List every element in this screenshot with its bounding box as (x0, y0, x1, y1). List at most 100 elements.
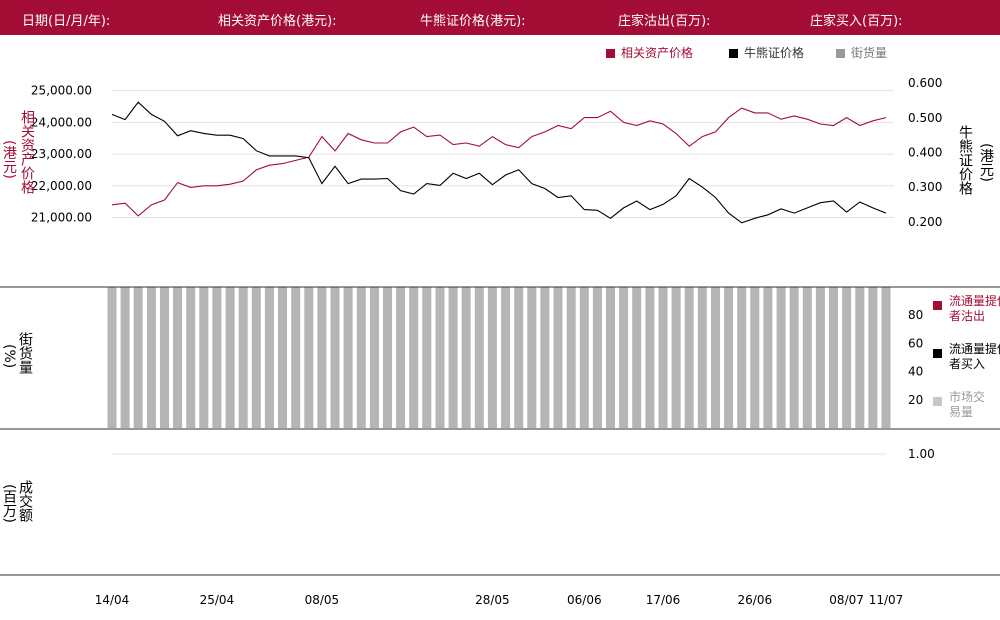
outstanding-bar (409, 287, 419, 428)
outstanding-bar (120, 287, 130, 428)
date-label: 日期(日/月/年): (22, 14, 111, 29)
asset-price-point (347, 132, 350, 135)
asset-price-point (294, 159, 297, 162)
left-tick-label: 23,000.00 (31, 147, 92, 161)
outstanding-bar (645, 287, 655, 428)
asset-price-point (858, 124, 861, 127)
cbbc-price-point (570, 194, 573, 197)
asset-price-point (333, 149, 336, 152)
outstanding-bar (711, 287, 720, 428)
outstanding-axis-unit: (%) (1, 344, 17, 369)
outstanding-bar (487, 287, 497, 428)
asset-price-point (845, 116, 848, 119)
asset-price-point (727, 116, 730, 119)
right-tick-label: 0.400 (908, 145, 942, 159)
asset-price-point (530, 135, 533, 138)
outstanding-bar (238, 287, 248, 428)
cbbc-price-point (307, 156, 310, 159)
cbbc-price-line (111, 101, 887, 224)
asset-price-point (163, 198, 166, 201)
outstanding-bar (776, 287, 786, 428)
outstanding-bar (199, 287, 209, 428)
x-tick-label: 08/07 (829, 593, 864, 607)
x-tick-label: 25/04 (200, 593, 235, 607)
outstanding-bar (632, 287, 642, 428)
cbbc-price-point (556, 196, 559, 199)
cbbc-price-point (438, 184, 441, 187)
cbbc-price-point (150, 113, 153, 116)
outstanding-bar (133, 287, 143, 428)
asset-price-point (648, 119, 651, 122)
x-tick-label: 14/04 (95, 593, 130, 607)
asset-price-point (229, 183, 232, 186)
cbbc-price-point (412, 192, 415, 195)
cbbc-price-point (596, 209, 599, 212)
outstanding-bar (146, 287, 156, 428)
left-tick-label: 25,000.00 (31, 84, 92, 98)
outstanding-bar (553, 287, 563, 428)
cbbc-price-point (766, 213, 769, 216)
outstanding-bar (855, 287, 865, 428)
cbbc-price-point (845, 211, 848, 214)
cbbc-price-point (858, 200, 861, 203)
outstanding-bar (579, 287, 589, 428)
outstanding-bar (160, 287, 169, 428)
cbbc-price-point (675, 194, 678, 197)
asset-price-point (570, 127, 573, 130)
left-axis-title: 相关资产价格 (19, 110, 35, 194)
asset-price-point (832, 124, 835, 127)
legend-asset-text: 相关资产价格 (621, 46, 694, 60)
asset-price-point (740, 107, 743, 110)
asset-price-point (780, 118, 783, 121)
asset-price-point (110, 203, 113, 206)
asset-price-point (753, 111, 756, 114)
outstanding-tick-label: 60 (908, 336, 923, 350)
outstanding-bars (107, 287, 891, 428)
outstanding-bar (842, 287, 852, 428)
legend-outstanding-swatch (836, 49, 845, 58)
cbbc-price-point (753, 217, 756, 220)
outstanding-bar (566, 287, 576, 428)
outstanding-bar (697, 287, 707, 428)
outstanding-bar (592, 287, 602, 428)
cbbc-price-point (504, 173, 507, 176)
cbbc-price-point (255, 149, 258, 152)
cbbc-price-point (583, 208, 586, 211)
cbbc-price-point (727, 212, 730, 215)
asset-price-point (373, 141, 376, 144)
x-tick-label: 17/06 (646, 593, 681, 607)
left-tick-label: 22,000.00 (31, 179, 92, 193)
x-tick-label: 06/06 (567, 593, 602, 607)
asset-price-point (452, 143, 455, 146)
cbbc-price-point (452, 172, 455, 175)
right-axis-title: 牛熊证价格 (957, 125, 973, 195)
cbbc-price-point (189, 129, 192, 132)
turnover-axis-unit: (百万) (1, 484, 17, 523)
asset-price-point (583, 116, 586, 119)
outstanding-bar (383, 287, 392, 428)
cbbc-price-point (622, 206, 625, 209)
turnover-axis-title: 成交额 (17, 480, 33, 522)
cbbc-price-label: 牛熊证价格(港元): (420, 14, 526, 29)
outstanding-bar (606, 287, 615, 428)
outstanding-bar (186, 287, 196, 428)
cbbc-price-point (373, 178, 376, 181)
outstanding-bar (737, 287, 747, 428)
x-tick-label: 28/05 (475, 593, 510, 607)
cbbc-price-point (780, 207, 783, 210)
cbbc-price-point (491, 183, 494, 186)
outstanding-bar (225, 287, 235, 428)
outstanding-bar (422, 287, 432, 428)
cbbc-price-point (832, 199, 835, 202)
outstanding-bar (212, 287, 222, 428)
outstanding-bar (802, 287, 812, 428)
outstanding-bar (264, 287, 274, 428)
outstanding-bar (658, 287, 668, 428)
outstanding-bar (724, 287, 734, 428)
cbbc-price-point (268, 154, 271, 157)
asset-price-point (242, 179, 245, 182)
cbbc-price-point (793, 212, 796, 215)
asset-price-point (766, 111, 769, 114)
asset-price-point (320, 135, 323, 138)
